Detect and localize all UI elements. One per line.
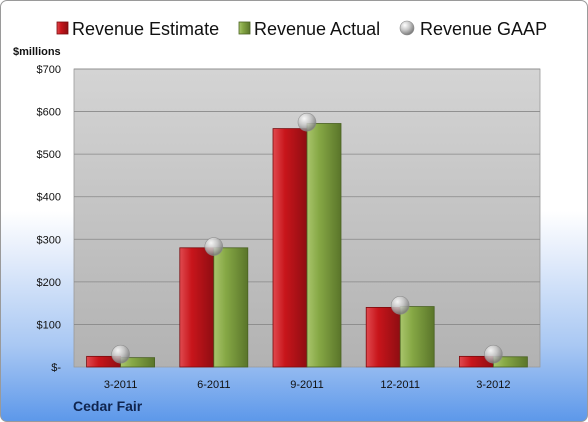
legend-label-gaap: Revenue GAAP [420,19,547,39]
bar-revenue-estimate [179,247,215,368]
marker-revenue-gaap [484,344,503,364]
legend: Revenue Estimate Revenue Actual Revenue … [56,19,547,39]
y-tick-label: $500 [37,149,61,161]
y-tick-label: $100 [37,319,61,331]
legend-label-actual: Revenue Actual [254,19,380,39]
marker-revenue-gaap [390,295,410,315]
legend-marker-gaap [399,20,415,36]
x-tick-label: 6-2011 [197,379,230,391]
marker-revenue-gaap [297,112,317,132]
x-axis-ticks: 3-2011 6-2011 9-2011 12-2011 3-2012 [104,379,511,391]
bar-revenue-actual [306,123,342,368]
company-name: Cedar Fair [73,398,143,414]
legend-label-estimate: Revenue Estimate [72,19,219,39]
y-tick-label: $300 [37,234,61,246]
y-tick-label: $600 [37,107,61,119]
y-tick-label: $200 [37,277,61,289]
bar-revenue-estimate [365,306,401,368]
x-tick-label: 3-2011 [104,379,137,391]
x-tick-label: 3-2012 [476,379,510,391]
y-tick-label: $- [51,362,61,374]
marker-revenue-gaap [111,344,130,364]
x-tick-label: 12-2011 [380,379,420,391]
x-tick-label: 9-2011 [290,379,323,391]
gaap-markers [111,112,503,364]
bars [86,123,528,368]
legend-swatch-estimate [56,21,69,35]
bar-revenue-estimate [272,128,308,368]
y-axis-unit-label: $millions [13,46,61,58]
y-axis-ticks: $- $100 $200 $300 $400 $500 $600 $700 [37,64,62,374]
y-tick-label: $400 [37,192,61,204]
bar-revenue-actual [399,306,435,368]
y-tick-label: $700 [37,64,61,76]
legend-swatch-actual [238,21,251,35]
bar-revenue-actual [213,247,249,368]
marker-revenue-gaap [204,237,224,256]
